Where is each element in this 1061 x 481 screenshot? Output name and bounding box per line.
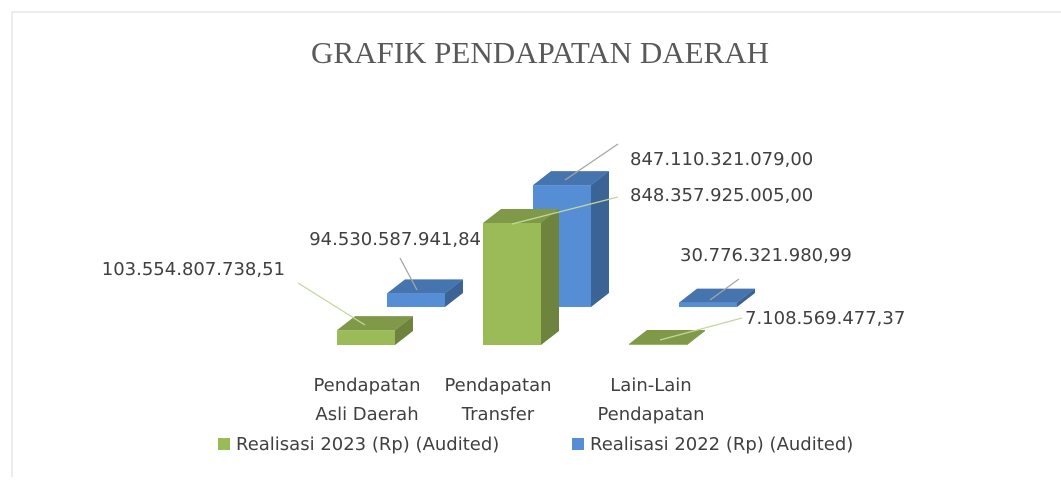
- x-tick-label: Pendapatan: [597, 404, 704, 425]
- bar-top: [483, 209, 559, 223]
- leader-line: [297, 282, 366, 326]
- bar-side: [541, 209, 559, 345]
- data-label: 94.530.587.941,84: [309, 229, 481, 250]
- data-label: 30.776.321.980,99: [680, 245, 852, 266]
- bar-front: [679, 302, 737, 307]
- x-tick-label: Pendapatan: [444, 375, 551, 396]
- data-label: 848.357.925.005,00: [630, 185, 813, 206]
- leader-line: [399, 257, 418, 291]
- legend-label: Realisasi 2023 (Rp) (Audited): [236, 434, 499, 455]
- bar: [483, 209, 559, 345]
- bar: [387, 279, 463, 307]
- bar-side: [737, 288, 755, 307]
- bar: [337, 316, 413, 345]
- bar-top: [629, 329, 705, 344]
- bar: [679, 288, 755, 307]
- data-label: 847.110.321.079,00: [630, 149, 813, 170]
- bar-front: [387, 293, 445, 307]
- legend-swatch: [218, 438, 230, 450]
- bar-side: [591, 171, 609, 307]
- x-tick-label: Pendapatan: [313, 375, 420, 396]
- leader-line: [659, 317, 743, 341]
- chart-title: GRAFIK PENDAPATAN DAERAH: [311, 35, 769, 70]
- x-tick-label: Asli Daerah: [315, 404, 418, 425]
- bar-front: [483, 223, 541, 345]
- bar-top: [387, 279, 463, 294]
- bar-front: [629, 343, 687, 345]
- legend-label: Realisasi 2022 (Rp) (Audited): [590, 434, 853, 455]
- data-label: 103.554.807.738,51: [102, 259, 285, 280]
- leader-line: [709, 278, 740, 301]
- legend-swatch: [572, 438, 584, 450]
- bar-front: [337, 330, 395, 345]
- bar-side: [395, 316, 413, 345]
- x-tick-label: Transfer: [461, 404, 535, 425]
- data-label: 7.108.569.477,37: [745, 308, 905, 329]
- leader-line: [564, 143, 619, 181]
- bar-side: [445, 279, 463, 307]
- bar-top: [533, 171, 609, 186]
- leader-line: [511, 196, 619, 225]
- bar-side: [687, 329, 705, 345]
- x-tick-label: Lain-Lain: [610, 375, 691, 396]
